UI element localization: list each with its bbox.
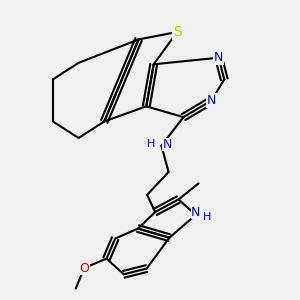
Text: N: N — [207, 94, 216, 107]
Text: H: H — [146, 139, 155, 149]
Text: N: N — [214, 51, 223, 64]
Text: N: N — [191, 206, 200, 218]
Text: O: O — [79, 262, 89, 275]
Text: N: N — [163, 138, 172, 151]
Text: H: H — [202, 212, 211, 222]
Text: S: S — [173, 25, 182, 39]
